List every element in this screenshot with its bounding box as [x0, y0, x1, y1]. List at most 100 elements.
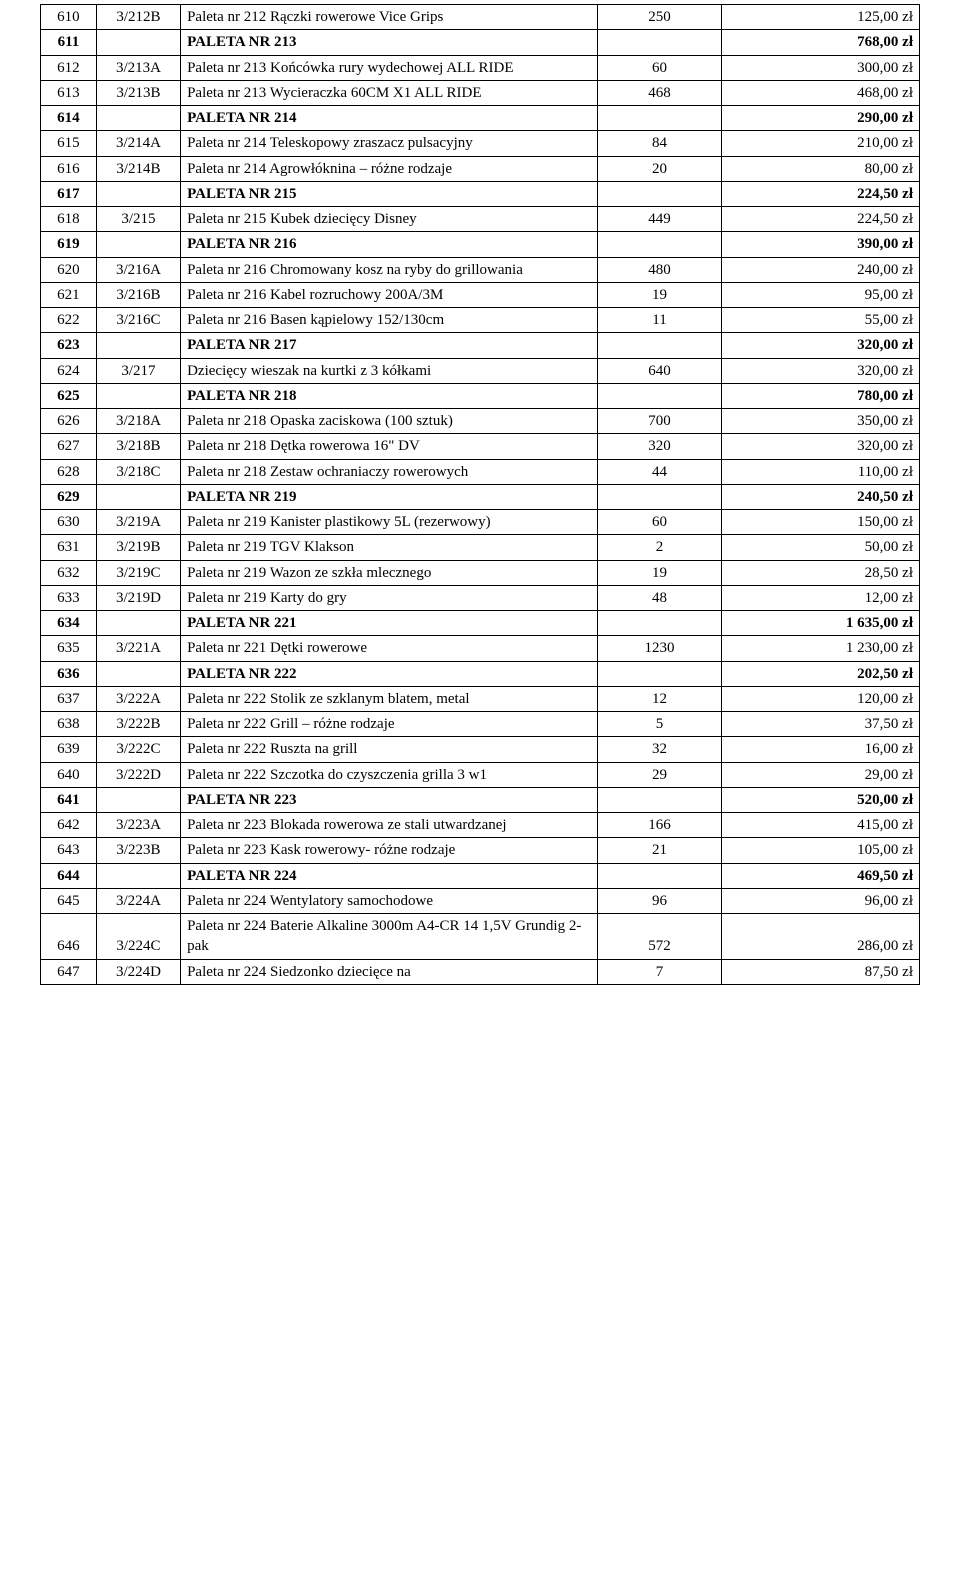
row-code	[96, 383, 180, 408]
row-quantity: 48	[598, 585, 722, 610]
row-price: 320,00 zł	[721, 333, 919, 358]
table-row: 6123/213APaleta nr 213 Końcówka rury wyd…	[41, 55, 920, 80]
row-price: 55,00 zł	[721, 308, 919, 333]
row-description: Dziecięcy wieszak na kurtki z 3 kółkami	[181, 358, 598, 383]
row-quantity: 449	[598, 207, 722, 232]
row-number: 635	[41, 636, 97, 661]
row-price: 520,00 zł	[721, 787, 919, 812]
row-quantity	[598, 484, 722, 509]
row-code: 3/222C	[96, 737, 180, 762]
row-number: 620	[41, 257, 97, 282]
row-code: 3/224C	[96, 914, 180, 960]
row-number: 610	[41, 5, 97, 30]
row-price: 120,00 zł	[721, 686, 919, 711]
row-number: 633	[41, 585, 97, 610]
row-quantity	[598, 181, 722, 206]
row-quantity: 19	[598, 282, 722, 307]
row-description: PALETA NR 224	[181, 863, 598, 888]
row-price: 415,00 zł	[721, 813, 919, 838]
row-description: PALETA NR 221	[181, 611, 598, 636]
row-price: 125,00 zł	[721, 5, 919, 30]
row-code: 3/213B	[96, 80, 180, 105]
row-description: Paleta nr 222 Ruszta na grill	[181, 737, 598, 762]
row-price: 468,00 zł	[721, 80, 919, 105]
table-row: 6103/212BPaleta nr 212 Rączki rowerowe V…	[41, 5, 920, 30]
row-number: 615	[41, 131, 97, 156]
table-row: 619PALETA NR 216390,00 zł	[41, 232, 920, 257]
row-code: 3/219A	[96, 510, 180, 535]
row-quantity: 320	[598, 434, 722, 459]
row-quantity	[598, 30, 722, 55]
row-quantity: 20	[598, 156, 722, 181]
row-description: Paleta nr 224 Siedzonko dziecięce na	[181, 959, 598, 984]
row-code: 3/216A	[96, 257, 180, 282]
row-quantity	[598, 232, 722, 257]
row-code: 3/222D	[96, 762, 180, 787]
row-description: Paleta nr 222 Szczotka do czyszczenia gr…	[181, 762, 598, 787]
row-price: 12,00 zł	[721, 585, 919, 610]
table-row: 6463/224CPaleta nr 224 Baterie Alkaline …	[41, 914, 920, 960]
row-number: 630	[41, 510, 97, 535]
row-number: 639	[41, 737, 97, 762]
row-code: 3/224D	[96, 959, 180, 984]
row-price: 16,00 zł	[721, 737, 919, 762]
row-quantity: 11	[598, 308, 722, 333]
row-price: 224,50 zł	[721, 181, 919, 206]
row-price: 80,00 zł	[721, 156, 919, 181]
row-number: 646	[41, 914, 97, 960]
row-number: 612	[41, 55, 97, 80]
row-number: 640	[41, 762, 97, 787]
row-description: Paleta nr 218 Opaska zaciskowa (100 sztu…	[181, 409, 598, 434]
row-price: 350,00 zł	[721, 409, 919, 434]
pricing-table: 6103/212BPaleta nr 212 Rączki rowerowe V…	[40, 4, 920, 985]
row-price: 105,00 zł	[721, 838, 919, 863]
row-description: Paleta nr 219 Wazon ze szkła mlecznego	[181, 560, 598, 585]
table-row: 636PALETA NR 222202,50 zł	[41, 661, 920, 686]
row-code	[96, 30, 180, 55]
table-row: 6203/216APaleta nr 216 Chromowany kosz n…	[41, 257, 920, 282]
table-row: 623PALETA NR 217320,00 zł	[41, 333, 920, 358]
table-row: 6263/218APaleta nr 218 Opaska zaciskowa …	[41, 409, 920, 434]
row-quantity: 700	[598, 409, 722, 434]
row-quantity: 5	[598, 712, 722, 737]
row-code: 3/214A	[96, 131, 180, 156]
row-number: 625	[41, 383, 97, 408]
table-row: 6223/216CPaleta nr 216 Basen kąpielowy 1…	[41, 308, 920, 333]
table-row: 6433/223BPaleta nr 223 Kask rowerowy- ró…	[41, 838, 920, 863]
table-row: 614PALETA NR 214290,00 zł	[41, 106, 920, 131]
row-code: 3/216C	[96, 308, 180, 333]
row-price: 390,00 zł	[721, 232, 919, 257]
table-row: 6403/222DPaleta nr 222 Szczotka do czysz…	[41, 762, 920, 787]
row-price: 29,00 zł	[721, 762, 919, 787]
row-price: 300,00 zł	[721, 55, 919, 80]
row-price: 210,00 zł	[721, 131, 919, 156]
row-price: 768,00 zł	[721, 30, 919, 55]
table-row: 6393/222CPaleta nr 222 Ruszta na grill32…	[41, 737, 920, 762]
row-number: 629	[41, 484, 97, 509]
row-description: PALETA NR 219	[181, 484, 598, 509]
row-code	[96, 611, 180, 636]
row-code: 3/222B	[96, 712, 180, 737]
row-price: 286,00 zł	[721, 914, 919, 960]
table-row: 6453/224APaleta nr 224 Wentylatory samoc…	[41, 888, 920, 913]
row-description: Paleta nr 219 TGV Klakson	[181, 535, 598, 560]
row-description: Paleta nr 216 Chromowany kosz na ryby do…	[181, 257, 598, 282]
table-row: 617PALETA NR 215224,50 zł	[41, 181, 920, 206]
row-code: 3/215	[96, 207, 180, 232]
row-quantity: 21	[598, 838, 722, 863]
row-number: 616	[41, 156, 97, 181]
row-code	[96, 661, 180, 686]
row-code: 3/219B	[96, 535, 180, 560]
table-row: 6423/223APaleta nr 223 Blokada rowerowa …	[41, 813, 920, 838]
document-page: 6103/212BPaleta nr 212 Rączki rowerowe V…	[0, 0, 960, 1065]
table-row: 6383/222BPaleta nr 222 Grill – różne rod…	[41, 712, 920, 737]
row-description: Paleta nr 216 Kabel rozruchowy 200A/3M	[181, 282, 598, 307]
row-number: 622	[41, 308, 97, 333]
row-number: 614	[41, 106, 97, 131]
row-description: Paleta nr 224 Baterie Alkaline 3000m A4-…	[181, 914, 598, 960]
row-number: 619	[41, 232, 97, 257]
row-code	[96, 181, 180, 206]
row-quantity	[598, 863, 722, 888]
row-description: Paleta nr 218 Dętka rowerowa 16" DV	[181, 434, 598, 459]
row-price: 87,50 zł	[721, 959, 919, 984]
